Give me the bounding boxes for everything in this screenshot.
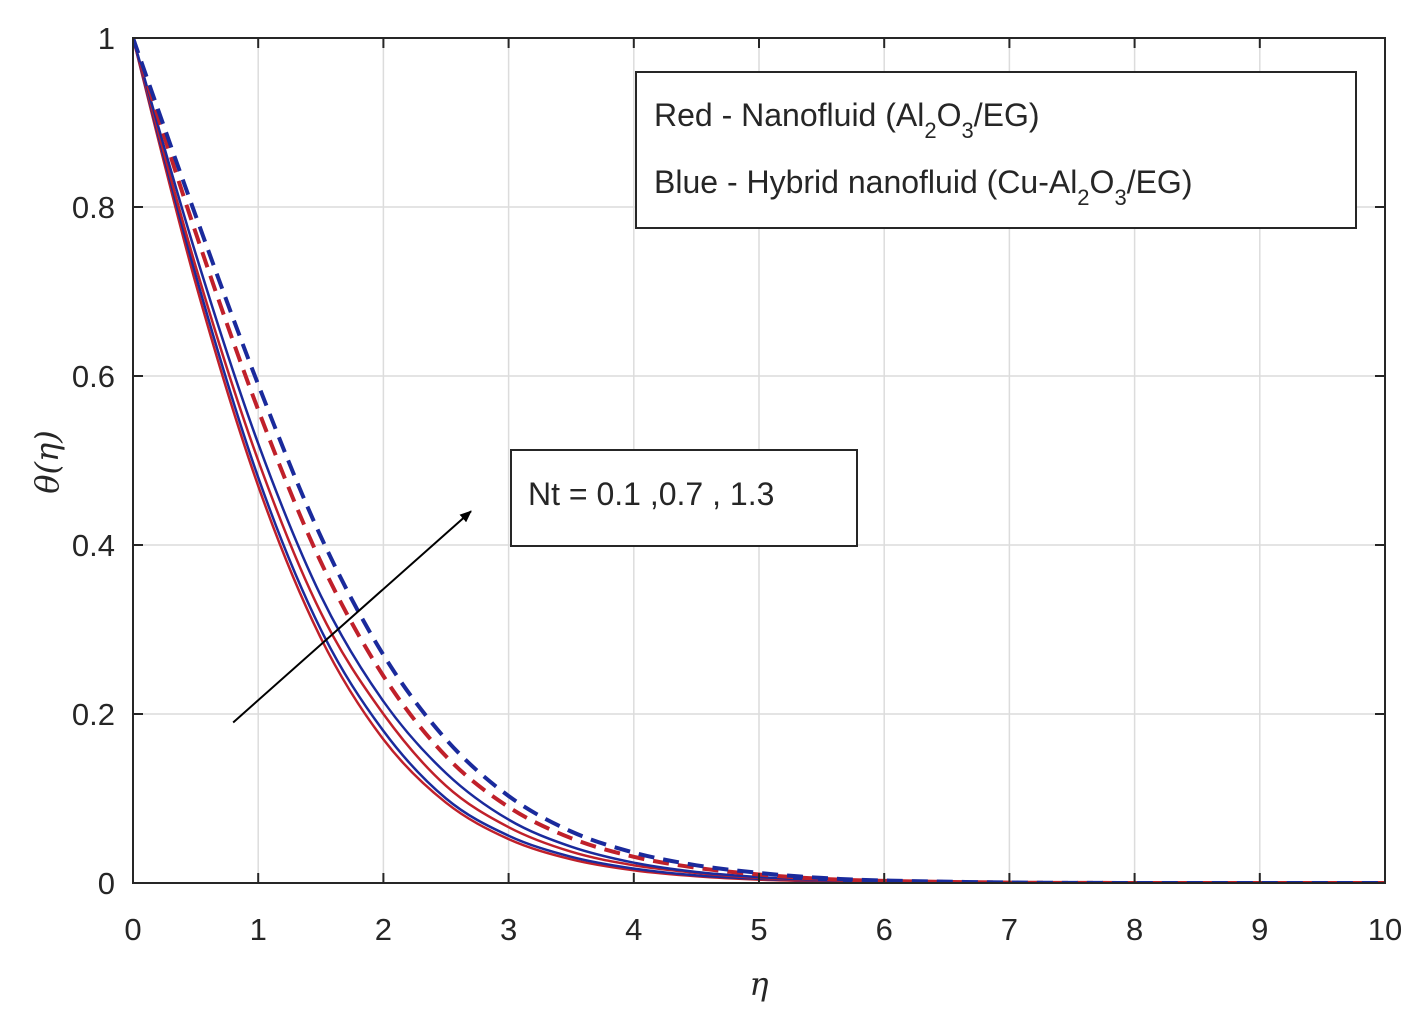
y-tick-label: 0 — [98, 866, 115, 901]
x-tick-label: 10 — [1368, 912, 1402, 947]
legend-entry-blue: Blue - Hybrid nanofluid (Cu-Al2O3/EG) — [654, 164, 1192, 210]
y-tick-label: 0.8 — [72, 190, 115, 225]
y-tick-label: 0.4 — [72, 528, 115, 563]
x-axis-label: η — [749, 965, 768, 1003]
series-line-blue-solid-1 — [133, 38, 1385, 883]
x-tick-label: 5 — [750, 912, 767, 947]
annotation: Nt = 0.1 ,0.7 , 1.3 — [232, 449, 858, 724]
x-tick-label: 7 — [1001, 912, 1018, 947]
x-ticks: 0 1 2 3 4 5 6 7 8 9 10 — [124, 38, 1402, 947]
x-tick-label: 9 — [1251, 912, 1268, 947]
y-axis-label: θ(η) — [28, 430, 66, 493]
annotation-box — [510, 449, 858, 547]
x-tick-label: 8 — [1126, 912, 1143, 947]
x-tick-label: 4 — [625, 912, 642, 947]
series-line-blue-solid-3 — [133, 38, 1385, 883]
series-line-red-solid-0 — [133, 38, 1385, 883]
y-ticks: 0 0.2 0.4 0.6 0.8 1 — [72, 21, 1385, 901]
y-tick-label: 0.6 — [72, 359, 115, 394]
annotation-text: Nt = 0.1 ,0.7 , 1.3 — [528, 476, 774, 512]
series-line-red-solid-2 — [133, 38, 1385, 883]
x-tick-label: 3 — [500, 912, 517, 947]
x-tick-label: 0 — [124, 912, 141, 947]
legend: Red - Nanofluid (Al2O3/EG) Blue - Hybrid… — [635, 71, 1357, 229]
x-tick-label: 6 — [876, 912, 893, 947]
y-tick-label: 0.2 — [72, 697, 115, 732]
annotation-arrow — [232, 510, 472, 724]
y-tick-label: 1 — [98, 21, 115, 56]
x-tick-label: 1 — [250, 912, 267, 947]
series-line-blue-dashed-5 — [133, 38, 1385, 883]
legend-box — [635, 71, 1357, 229]
x-tick-label: 2 — [375, 912, 392, 947]
legend-entry-red: Red - Nanofluid (Al2O3/EG) — [654, 97, 1040, 143]
